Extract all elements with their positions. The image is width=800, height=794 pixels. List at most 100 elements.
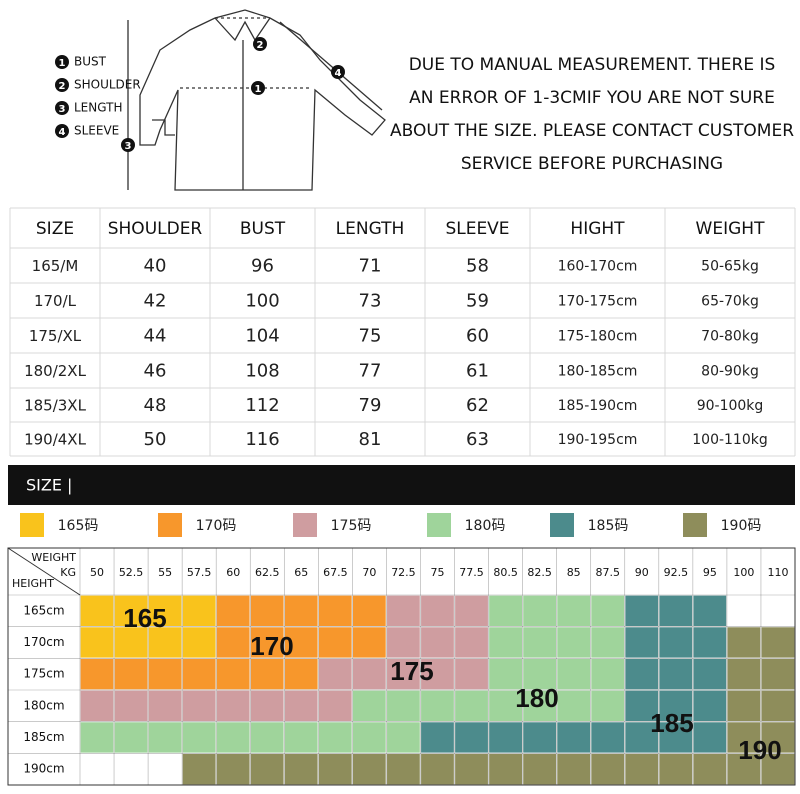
height-value: 190cm	[23, 762, 64, 776]
grid-cell	[556, 594, 592, 628]
grid-cell	[351, 689, 388, 723]
grid-cell	[453, 626, 490, 659]
grid-cell	[487, 626, 524, 659]
grid-cell	[181, 594, 217, 628]
grid-cell	[317, 689, 353, 723]
number-badge-text: 1	[255, 84, 262, 95]
table-cell: 40	[144, 256, 167, 277]
weight-value: 110	[767, 566, 788, 579]
grid-cell	[283, 594, 319, 628]
grid-cell	[419, 657, 456, 691]
note-line: DUE TO MANUAL MEASUREMENT. THERE IS	[409, 55, 776, 75]
grid-cell	[726, 657, 762, 691]
weight-value: 65	[294, 566, 308, 579]
grid-cell	[317, 594, 353, 628]
grid-cell	[453, 752, 490, 786]
table-cell: 160-170cm	[558, 259, 638, 275]
table-cell: 71	[359, 256, 382, 277]
weight-value: 80.5	[493, 566, 518, 579]
grid-cell	[419, 689, 456, 723]
weight-value: 100	[733, 566, 754, 579]
table-cell: 116	[245, 429, 279, 450]
number-badge	[121, 138, 135, 152]
grid-cell	[79, 594, 115, 628]
table-header: LENGTH	[336, 219, 405, 239]
grid-cell	[692, 689, 728, 723]
grid-cell	[351, 594, 388, 628]
grid-cell	[283, 657, 319, 691]
size-label: 165码	[58, 518, 99, 534]
table-header: SLEEVE	[445, 219, 509, 239]
table-cell: 60	[466, 326, 489, 347]
table-header: SIZE	[36, 219, 74, 239]
table-cell: 190-195cm	[558, 432, 638, 448]
grid-cell	[351, 752, 388, 786]
grid-cell	[113, 752, 149, 786]
weight-value: 57.5	[187, 566, 212, 579]
note-line: ABOUT THE SIZE. PLEASE CONTACT CUSTOMER	[390, 121, 794, 141]
grid-cell	[487, 594, 524, 628]
section-bar	[8, 465, 795, 505]
weight-label: WEIGHT	[31, 551, 76, 564]
grid-cell	[113, 689, 149, 723]
grid-cell	[556, 752, 592, 786]
size-code: 175	[390, 656, 433, 686]
grid-cell	[556, 689, 592, 723]
number-badge-text: 2	[257, 40, 264, 51]
grid-cell	[249, 721, 285, 754]
weight-value: 75	[431, 566, 445, 579]
size-code: 170	[250, 631, 293, 661]
grid-cell	[487, 721, 524, 754]
shirt-outline	[139, 9, 386, 191]
table-cell: 48	[144, 395, 167, 416]
grid-frame	[7, 547, 796, 786]
size-swatch	[158, 513, 182, 537]
grid-cell	[760, 594, 796, 628]
grid-cell	[522, 752, 558, 786]
grid-cell	[385, 657, 422, 691]
table-cell: 81	[359, 429, 382, 450]
table-cell: 100-110kg	[692, 432, 768, 448]
table-cell: 175/XL	[29, 327, 82, 345]
grid-cell	[181, 721, 217, 754]
weight-value: 72.5	[391, 566, 416, 579]
collar	[214, 17, 271, 42]
grid-cell	[453, 721, 490, 754]
grid-cell	[317, 626, 353, 659]
grid-cell	[215, 689, 251, 723]
table-cell: 70-80kg	[701, 329, 759, 345]
sleeve-line	[279, 21, 383, 111]
table-cell: 100	[245, 291, 279, 312]
section-title: SIZE |	[26, 476, 72, 495]
grid-cell	[692, 752, 728, 786]
size-swatch	[550, 513, 574, 537]
grid-cell	[249, 689, 285, 723]
weight-value: 85	[567, 566, 581, 579]
grid-cell	[658, 657, 694, 691]
table-cell: 44	[144, 326, 167, 347]
size-swatch	[20, 513, 44, 537]
table-cell: 170/L	[34, 292, 77, 310]
grid-cell	[419, 626, 456, 659]
grid-cell	[283, 752, 319, 786]
number-badge-text: 4	[59, 127, 66, 138]
table-cell: 190/4XL	[24, 431, 87, 449]
grid-cell	[215, 626, 251, 659]
grid-cell	[726, 626, 762, 659]
table-cell: 165/M	[32, 257, 79, 275]
grid-cell	[692, 657, 728, 691]
number-badge-text: 2	[59, 81, 66, 92]
grid-cell	[624, 626, 660, 659]
grid-cell	[283, 721, 319, 754]
grid-cell	[385, 626, 422, 659]
grid-cell	[181, 689, 217, 723]
size-swatch	[683, 513, 707, 537]
grid-cell	[249, 594, 285, 628]
grid-cell	[522, 721, 558, 754]
grid-cell	[522, 594, 558, 628]
grid-cell	[658, 594, 694, 628]
legend-label: LENGTH	[74, 101, 122, 115]
weight-value: 82.5	[527, 566, 552, 579]
number-badge	[253, 37, 267, 51]
